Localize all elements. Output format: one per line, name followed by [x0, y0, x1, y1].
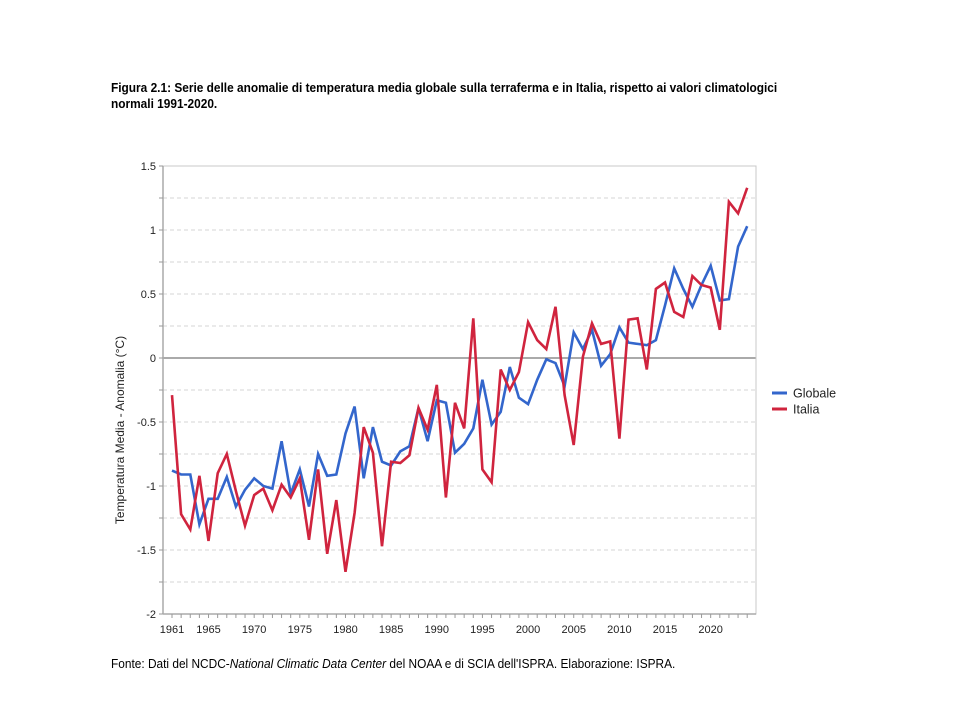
y-tick-label: 1.5 [141, 161, 156, 173]
x-tick-label: 2020 [698, 624, 722, 636]
series-line-italia [170, 187, 749, 572]
x-tick-label: 1990 [425, 624, 449, 636]
series-line-globale [171, 225, 749, 530]
y-tick-label: -0.5 [137, 417, 156, 429]
y-axis-title: Temperatura Media - Anomalia (°C) [113, 336, 127, 524]
x-axis-ticks: 1961 1965 1970 1975 1980 1985 1990 1995 2000 2005… [160, 614, 748, 636]
x-tick-label: 1985 [379, 624, 403, 636]
x-tick-label: 1965 [196, 624, 220, 636]
legend: Globale Italia [772, 387, 836, 417]
y-tick-label: 1 [150, 225, 156, 237]
x-tick-label: 1995 [470, 624, 494, 636]
x-tick-label: 1961 [160, 624, 184, 636]
legend-label-italia: Italia [793, 403, 819, 417]
y-tick-label: 0 [150, 353, 156, 365]
x-tick-label: 1980 [333, 624, 357, 636]
y-tick-label: -2 [146, 609, 156, 621]
x-tick-label: 2015 [653, 624, 677, 636]
y-tick-label: -1 [146, 481, 156, 493]
y-axis-ticks: 1.5 1 0.5 0 -0.5 -1 -1.5 -2 [137, 161, 163, 621]
x-tick-label: 1970 [242, 624, 266, 636]
x-tick-label: 2010 [607, 624, 631, 636]
grid-lines [163, 197, 756, 583]
y-tick-label: -1.5 [137, 545, 156, 557]
x-tick-label: 1975 [288, 624, 312, 636]
source-suffix: del NOAA e di SCIA dell'ISPRA. Elaborazi… [386, 656, 676, 671]
y-tick-label: 0.5 [141, 289, 156, 301]
figure-caption: Figura 2.1: Serie delle anomalie di temp… [111, 80, 778, 111]
x-tick-label: 2000 [516, 624, 540, 636]
series-lines [170, 187, 749, 572]
legend-label-globale: Globale [793, 387, 836, 401]
x-tick-label: 2005 [561, 624, 585, 636]
source-italic: National Climatic Data Center [229, 656, 387, 671]
source-prefix: Fonte: Dati del NCDC- [111, 656, 230, 671]
source-note: Fonte: Dati del NCDC-National Climatic D… [111, 656, 795, 671]
